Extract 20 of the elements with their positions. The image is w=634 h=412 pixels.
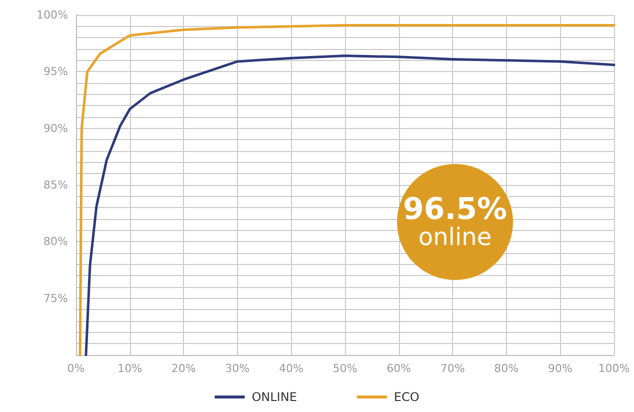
x-tick-label: 0% xyxy=(67,362,85,375)
legend-label: ECO xyxy=(394,390,420,404)
x-tick-label: 20% xyxy=(171,362,196,375)
y-tick-label: 100% xyxy=(36,8,68,22)
x-tick-label: 90% xyxy=(548,362,572,375)
x-tick-label: 100% xyxy=(598,362,630,375)
y-tick-label: 90% xyxy=(44,122,68,135)
x-tick-label: 40% xyxy=(278,362,304,375)
y-tick-label: 95% xyxy=(44,65,68,78)
y-tick-label: 80% xyxy=(44,235,68,248)
y-tick-label: 85% xyxy=(44,178,68,192)
x-tick-label: 70% xyxy=(440,362,465,375)
annotation: 96.5% online xyxy=(402,192,508,252)
x-tick-label: 60% xyxy=(386,362,412,375)
x-tick-label: 50% xyxy=(332,362,358,375)
x-tick-label: 30% xyxy=(225,362,250,375)
legend-label: ONLINE xyxy=(252,390,297,404)
y-tick-label: 75% xyxy=(44,292,68,305)
x-tick-label: 80% xyxy=(494,362,519,375)
x-tick-label: 10% xyxy=(118,362,142,375)
